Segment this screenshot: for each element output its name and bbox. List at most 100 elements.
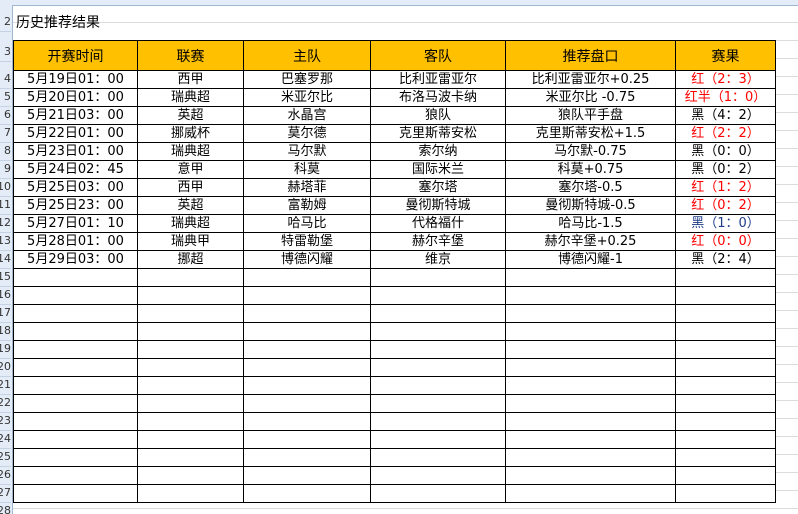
- cell-home[interactable]: 莫尔德: [243, 124, 371, 143]
- cell-away[interactable]: 比利亚雷亚尔: [370, 70, 506, 89]
- empty-cell[interactable]: [370, 412, 506, 431]
- empty-cell[interactable]: [137, 286, 244, 305]
- empty-cell[interactable]: [137, 322, 244, 341]
- empty-cell[interactable]: [505, 466, 676, 485]
- cell-pick[interactable]: 塞尔塔-0.5: [505, 178, 676, 197]
- empty-cell[interactable]: [370, 394, 506, 413]
- cell-home[interactable]: 巴塞罗那: [243, 70, 371, 89]
- empty-cell[interactable]: [243, 340, 371, 359]
- cell-away[interactable]: 代格福什: [370, 214, 506, 233]
- row-number[interactable]: 18: [0, 322, 11, 341]
- cell-result[interactable]: 红（0：2）: [675, 196, 776, 215]
- empty-cell[interactable]: [675, 412, 776, 431]
- empty-cell[interactable]: [370, 430, 506, 449]
- empty-cell[interactable]: [243, 448, 371, 467]
- empty-cell[interactable]: [243, 412, 371, 431]
- cell-away[interactable]: 国际米兰: [370, 160, 506, 179]
- row-number[interactable]: 8: [0, 142, 11, 161]
- empty-cell[interactable]: [675, 466, 776, 485]
- row-number[interactable]: 12: [0, 214, 11, 233]
- empty-cell[interactable]: [370, 304, 506, 323]
- cell-result[interactable]: 黑（0：2）: [675, 160, 776, 179]
- row-number[interactable]: 3: [0, 43, 11, 62]
- empty-cell[interactable]: [13, 394, 138, 413]
- row-number[interactable]: 27: [0, 484, 11, 503]
- empty-cell[interactable]: [675, 448, 776, 467]
- row-number[interactable]: 20: [0, 358, 11, 377]
- row-number[interactable]: 26: [0, 466, 11, 485]
- empty-cell[interactable]: [505, 322, 676, 341]
- empty-cell[interactable]: [675, 394, 776, 413]
- cell-result[interactable]: 红（2：2）: [675, 124, 776, 143]
- empty-cell[interactable]: [505, 340, 676, 359]
- row-number[interactable]: 2: [0, 13, 11, 32]
- row-header-bar[interactable]: 2345678910111213141516171819202122232425…: [0, 5, 13, 514]
- cell-pick[interactable]: 哈马比-1.5: [505, 214, 676, 233]
- row-number[interactable]: 25: [0, 448, 11, 467]
- empty-cell[interactable]: [675, 304, 776, 323]
- row-number[interactable]: 23: [0, 412, 11, 431]
- cell-time[interactable]: 5月20日01：00: [13, 88, 138, 107]
- empty-cell[interactable]: [13, 340, 138, 359]
- header-time[interactable]: 开赛时间: [13, 40, 138, 71]
- cell-away[interactable]: 狼队: [370, 106, 506, 125]
- empty-cell[interactable]: [370, 466, 506, 485]
- empty-cell[interactable]: [675, 322, 776, 341]
- empty-cell[interactable]: [13, 358, 138, 377]
- empty-cell[interactable]: [137, 412, 244, 431]
- cell-pick[interactable]: 马尔默-0.75: [505, 142, 676, 161]
- row-number[interactable]: 9: [0, 160, 11, 179]
- cell-time[interactable]: 5月27日01：10: [13, 214, 138, 233]
- empty-cell[interactable]: [137, 484, 244, 503]
- empty-cell[interactable]: [137, 466, 244, 485]
- empty-cell[interactable]: [675, 484, 776, 503]
- cell-away[interactable]: 曼彻斯特城: [370, 196, 506, 215]
- cell-time[interactable]: 5月24日02：45: [13, 160, 138, 179]
- cell-league[interactable]: 挪威杯: [137, 124, 244, 143]
- header-league[interactable]: 联赛: [137, 40, 244, 71]
- header-pick[interactable]: 推荐盘口: [505, 40, 676, 71]
- empty-cell[interactable]: [675, 340, 776, 359]
- cell-home[interactable]: 赫塔菲: [243, 178, 371, 197]
- row-number[interactable]: 10: [0, 178, 11, 197]
- empty-cell[interactable]: [243, 394, 371, 413]
- empty-cell[interactable]: [13, 304, 138, 323]
- cell-league[interactable]: 瑞典超: [137, 214, 244, 233]
- empty-cell[interactable]: [370, 448, 506, 467]
- row-number[interactable]: 24: [0, 430, 11, 449]
- empty-cell[interactable]: [505, 268, 676, 287]
- cell-away[interactable]: 布洛马波卡纳: [370, 88, 506, 107]
- cell-pick[interactable]: 博德闪耀-1: [505, 250, 676, 269]
- cell-pick[interactable]: 赫尔辛堡+0.25: [505, 232, 676, 251]
- cell-time[interactable]: 5月22日01：00: [13, 124, 138, 143]
- cell-time[interactable]: 5月29日03：00: [13, 250, 138, 269]
- empty-cell[interactable]: [675, 286, 776, 305]
- cell-result[interactable]: 红（2：3）: [675, 70, 776, 89]
- empty-cell[interactable]: [13, 430, 138, 449]
- empty-cell[interactable]: [13, 448, 138, 467]
- cell-pick[interactable]: 曼彻斯特城-0.5: [505, 196, 676, 215]
- row-number[interactable]: 16: [0, 286, 11, 305]
- empty-cell[interactable]: [505, 448, 676, 467]
- cell-away[interactable]: 索尔纳: [370, 142, 506, 161]
- empty-cell[interactable]: [243, 304, 371, 323]
- cell-home[interactable]: 哈马比: [243, 214, 371, 233]
- empty-cell[interactable]: [243, 322, 371, 341]
- row-number[interactable]: 7: [0, 124, 11, 143]
- empty-cell[interactable]: [675, 376, 776, 395]
- cell-away[interactable]: 克里斯蒂安松: [370, 124, 506, 143]
- empty-cell[interactable]: [137, 430, 244, 449]
- empty-cell[interactable]: [675, 268, 776, 287]
- cell-time[interactable]: 5月19日01：00: [13, 70, 138, 89]
- empty-cell[interactable]: [13, 466, 138, 485]
- cell-away[interactable]: 赫尔辛堡: [370, 232, 506, 251]
- row-number[interactable]: 14: [0, 250, 11, 269]
- cell-league[interactable]: 西甲: [137, 178, 244, 197]
- empty-cell[interactable]: [13, 412, 138, 431]
- empty-cell[interactable]: [675, 430, 776, 449]
- empty-cell[interactable]: [13, 286, 138, 305]
- empty-cell[interactable]: [137, 448, 244, 467]
- empty-cell[interactable]: [370, 340, 506, 359]
- cell-league[interactable]: 瑞典超: [137, 142, 244, 161]
- cell-time[interactable]: 5月25日03：00: [13, 178, 138, 197]
